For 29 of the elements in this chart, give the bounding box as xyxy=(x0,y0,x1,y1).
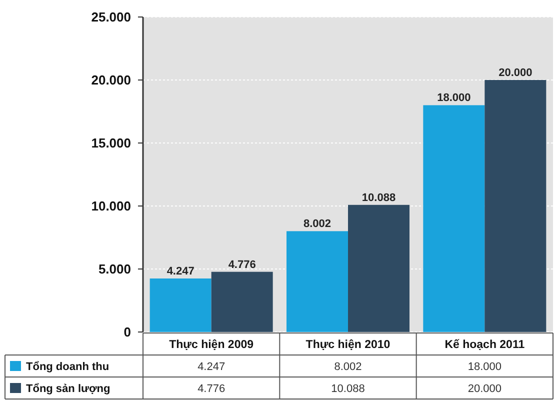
text: 8.002 xyxy=(303,218,332,230)
x-tick-label: Thực hiện 2010 xyxy=(306,339,390,352)
bar xyxy=(150,278,212,332)
bar xyxy=(348,204,410,332)
y-tick-label: 25.000 xyxy=(91,10,131,25)
text: 18.000 xyxy=(437,92,471,104)
y-tick-label: 0 xyxy=(124,324,131,340)
data-label: 8.002 xyxy=(334,360,362,373)
data-label: 18.000 xyxy=(468,360,502,373)
y-tick-label: 10.000 xyxy=(91,198,131,214)
x-tick-label: Kế hoạch 2011 xyxy=(444,339,526,352)
data-label: 10.088 xyxy=(331,382,365,395)
bar xyxy=(484,80,546,332)
y-tick-label: 5.000 xyxy=(98,262,131,277)
y-tick-label: 15.000 xyxy=(91,136,131,151)
x-tick-label: Thực hiện 2009 xyxy=(169,339,254,352)
bar xyxy=(211,272,273,332)
legend-label: Tổng doanh thu xyxy=(26,360,110,373)
legend-label: Tổng sản lượng xyxy=(26,382,110,395)
y-tick-label: 20.000 xyxy=(91,72,131,88)
text: 4.247 xyxy=(166,265,194,278)
bar xyxy=(423,105,485,332)
bar xyxy=(286,231,348,332)
text: 20.000 xyxy=(498,67,532,79)
data-label: 4.247 xyxy=(198,360,226,373)
data-label: 20.000 xyxy=(468,382,502,395)
text: 10.088 xyxy=(362,192,396,204)
text: 4.776 xyxy=(228,258,256,271)
data-label: 4.776 xyxy=(198,382,226,395)
